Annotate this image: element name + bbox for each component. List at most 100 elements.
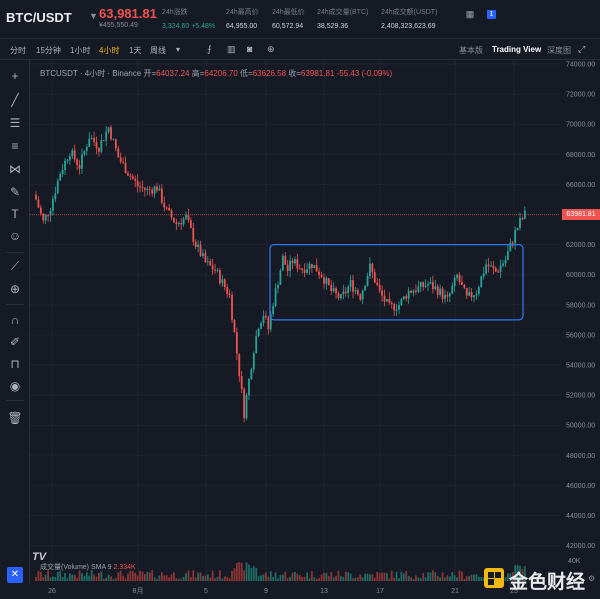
timeframe-1h[interactable]: 1小时	[70, 46, 91, 55]
legend-low-label: 低=	[240, 69, 253, 78]
volume-bar	[122, 575, 125, 581]
horizontal-lines-icon[interactable]: ☰	[9, 116, 21, 130]
fib-retracement-icon[interactable]: ≡	[11, 139, 19, 153]
candle	[395, 309, 398, 311]
candle	[424, 285, 427, 287]
time-tick-label: 5	[204, 588, 208, 595]
close-corner-icon[interactable]: ✕	[7, 567, 23, 583]
lock-drawing-icon[interactable]: ✐	[9, 335, 21, 349]
volume-bar	[66, 578, 69, 581]
candle	[371, 263, 374, 273]
volume-bar	[214, 578, 216, 581]
text-icon[interactable]: T	[11, 207, 19, 221]
candle	[245, 395, 248, 419]
volume-bar	[78, 570, 81, 581]
timeframe-1m[interactable]: 分时	[10, 46, 26, 55]
volume-bar	[165, 575, 168, 581]
indicators-icon[interactable]: ⨍	[207, 44, 212, 54]
ruler-icon[interactable]: ⟋	[10, 259, 20, 273]
candle	[306, 269, 308, 273]
notification-badge[interactable]: 1	[487, 10, 496, 19]
volume-bar	[383, 572, 386, 581]
lock-icon[interactable]: ⊓	[10, 357, 20, 371]
volume-bar	[139, 570, 141, 581]
brush-icon[interactable]: ✎	[9, 185, 21, 199]
candle-type-icon[interactable]: ▥	[227, 44, 236, 54]
zoom-icon[interactable]: ⊕	[9, 282, 21, 296]
volume-bar	[131, 570, 134, 581]
candle	[364, 285, 367, 291]
volume-bar	[238, 562, 241, 581]
volume-bar	[192, 570, 195, 581]
volume-bar	[386, 573, 388, 581]
trendline-icon[interactable]: ╱	[11, 93, 19, 107]
candle	[44, 215, 47, 221]
price-chart[interactable]	[30, 60, 560, 582]
add-icon[interactable]: ⊕	[267, 44, 275, 54]
view-depth[interactable]: 深度图	[547, 46, 571, 55]
volume-bar	[255, 567, 258, 581]
last-price: 63,981.81	[99, 6, 157, 21]
volume-bar	[136, 575, 139, 581]
volume-bar	[342, 577, 345, 581]
candle	[73, 150, 76, 160]
candle	[136, 180, 139, 187]
volume-bar	[448, 576, 451, 581]
volume-bar	[216, 576, 219, 581]
timeframe-1w[interactable]: 周线	[150, 46, 166, 55]
volume-bar	[371, 574, 374, 581]
volume-bar	[434, 572, 437, 581]
volume-bar	[39, 571, 42, 581]
volume-bar	[141, 571, 144, 581]
volume-bar	[465, 576, 468, 581]
candle	[366, 276, 369, 286]
emoji-icon[interactable]: ☺	[8, 229, 22, 243]
magnet-icon[interactable]: ∩	[10, 313, 20, 327]
screenshot-icon[interactable]: ◙	[247, 44, 253, 54]
candle	[463, 285, 466, 289]
candle	[134, 178, 137, 181]
volume-bar	[310, 571, 313, 581]
volume-legend-label: 成交量(Volume) SMA 9	[40, 564, 112, 571]
volume-bar	[359, 574, 362, 581]
candle	[66, 160, 69, 162]
timeframe-1d[interactable]: 1天	[129, 46, 142, 55]
pattern-icon[interactable]: ⋈	[9, 162, 21, 176]
candle	[248, 379, 250, 396]
volume-bar	[185, 573, 187, 581]
volume-bar	[245, 562, 248, 581]
eye-icon[interactable]: ◉	[9, 379, 21, 393]
volume-bar	[269, 571, 272, 581]
timeframe-15m[interactable]: 15分钟	[36, 46, 61, 55]
price-tick-label: 70000.00	[566, 122, 595, 129]
candle	[100, 140, 103, 152]
candle	[383, 295, 386, 302]
volume-bar	[364, 573, 367, 581]
candle	[59, 173, 62, 181]
crosshair-icon[interactable]: +	[11, 69, 19, 83]
volume-bar	[173, 572, 175, 581]
candle	[185, 215, 187, 219]
candle	[296, 259, 299, 269]
view-basic[interactable]: 基本版	[459, 46, 483, 55]
timeframe-4h[interactable]: 4小时	[99, 46, 120, 55]
fullscreen-icon[interactable]: ⤢	[578, 44, 586, 54]
view-tradingview[interactable]: Trading View	[492, 45, 542, 54]
volume-bar	[37, 571, 40, 581]
volume-bar	[327, 576, 330, 581]
trash-icon[interactable]: 🗑	[7, 411, 23, 425]
pair-dropdown-icon[interactable]: ▼	[89, 11, 98, 21]
volume-bar	[68, 573, 71, 581]
volume-bar	[417, 577, 420, 581]
pair-selector[interactable]: BTC/USDT	[6, 10, 72, 25]
last-price-cny: ¥455,550.49	[99, 22, 138, 29]
candle	[482, 273, 485, 277]
candle	[453, 277, 456, 287]
timeframe-more-icon[interactable]: ▾	[176, 45, 181, 54]
legend-high: 64206.70	[204, 69, 238, 78]
candle	[90, 137, 93, 139]
volume-bar	[231, 570, 233, 581]
chart-settings-icon[interactable]: ▦	[465, 9, 475, 19]
volume-bar	[127, 573, 129, 581]
volume-bar	[388, 578, 391, 581]
